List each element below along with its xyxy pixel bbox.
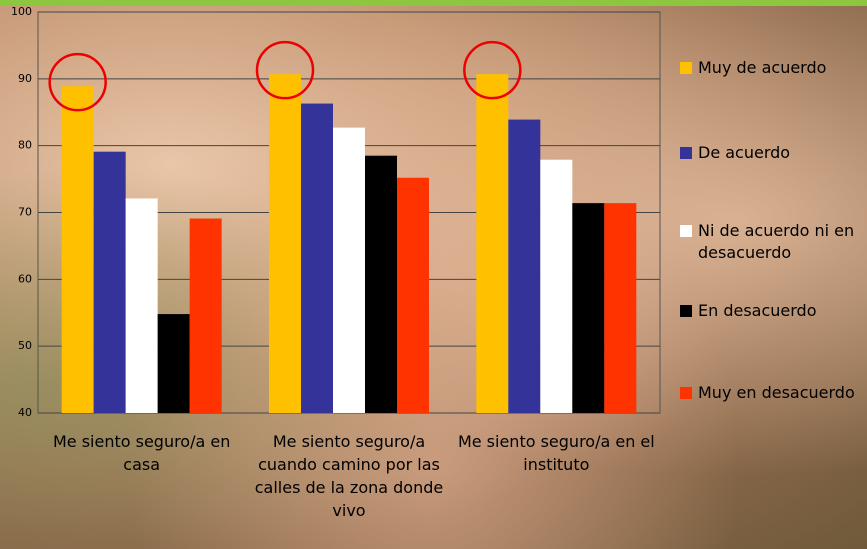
bar [604, 203, 637, 413]
bar [365, 155, 397, 414]
bar [476, 74, 509, 413]
y-tick-label: 90 [18, 72, 32, 85]
legend-swatch [680, 62, 692, 74]
bar [508, 119, 541, 413]
y-tick-label: 100 [11, 5, 32, 18]
y-tick-label: 40 [18, 406, 32, 419]
highlight-circle [48, 52, 107, 112]
y-tick-label: 60 [18, 272, 32, 285]
y-tick-label: 80 [18, 139, 32, 152]
bar [333, 127, 365, 413]
bar [189, 218, 222, 413]
legend-swatch [680, 305, 692, 317]
highlight-circle [255, 40, 315, 100]
x-tick-label: Me siento seguro/a en el instituto [457, 432, 655, 474]
legend-label: Muy de acuerdo [698, 58, 827, 77]
bar [269, 74, 301, 413]
highlight-circle [463, 40, 522, 100]
legend-label: Ni de acuerdo ni en desacuerdo [698, 221, 855, 262]
bar [540, 159, 573, 413]
legend-label: Muy en desacuerdo [698, 383, 855, 402]
legend-swatch [680, 225, 692, 237]
x-tick-label: Me siento seguro/a cuando camino por las… [254, 432, 444, 520]
bar [301, 103, 333, 413]
bar [157, 314, 190, 413]
top-bar [0, 0, 867, 6]
legend-label: De acuerdo [698, 143, 791, 162]
bar [61, 86, 94, 413]
bar [125, 198, 158, 413]
bar [572, 203, 605, 413]
legend-swatch [680, 147, 692, 159]
y-tick-label: 50 [18, 339, 32, 352]
x-tick-label: Me siento seguro/a en casa [52, 432, 231, 474]
y-tick-label: 70 [18, 206, 32, 219]
bar [397, 177, 429, 413]
legend-label: En desacuerdo [698, 301, 817, 320]
legend-swatch [680, 387, 692, 399]
bar [93, 151, 126, 413]
